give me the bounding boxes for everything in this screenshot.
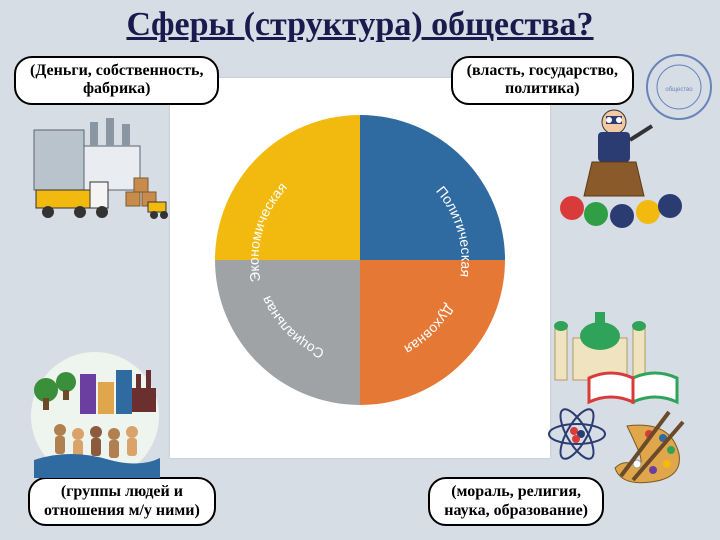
- speaker-icon: [544, 100, 684, 230]
- factory-icon: [30, 112, 170, 222]
- pie-chart: Экономическая Политическая Духовная Соци…: [210, 110, 510, 410]
- label-social: (группы людей и отношения м/у ними): [28, 477, 216, 526]
- city-icon: [20, 348, 170, 478]
- page-title: Сферы (структура) общества?: [0, 0, 720, 44]
- label-economic: (Деньги, собственность, фабрика): [14, 56, 219, 105]
- svg-text:общество: общество: [665, 87, 693, 93]
- stage: общество Экономическая Политическая Духо…: [0, 50, 720, 540]
- culture-icon: [537, 308, 692, 488]
- label-political: (власть, государство, политика): [451, 56, 634, 105]
